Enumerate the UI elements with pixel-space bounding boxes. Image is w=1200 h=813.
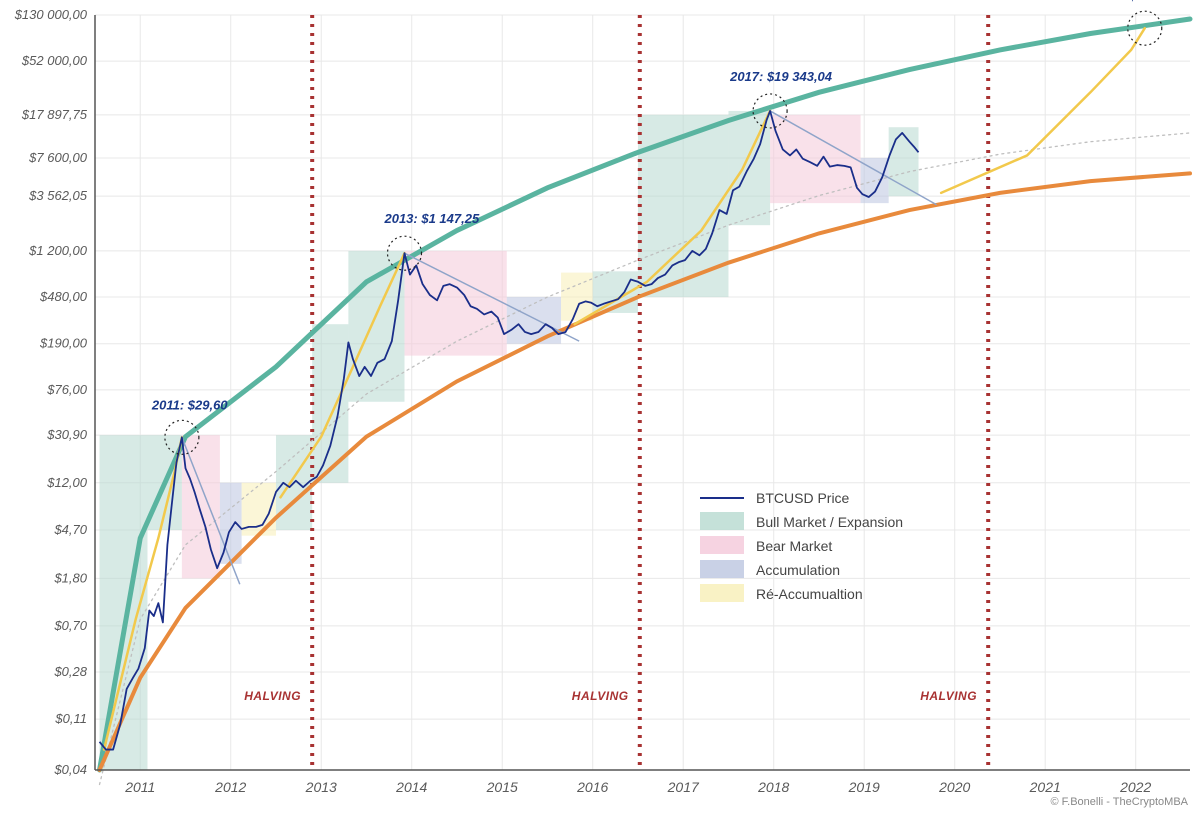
y-tick-label: $0,04 — [53, 762, 87, 777]
y-tick-label: $17 897,75 — [21, 107, 88, 122]
y-tick-label: $7 600,00 — [28, 150, 88, 165]
x-tick-label: 2012 — [214, 779, 246, 795]
x-tick-label: 2014 — [395, 779, 427, 795]
x-tick-label: 2011 — [124, 779, 155, 795]
legend-label: Accumulation — [756, 562, 840, 578]
peak-label: $100 000 — [1129, 0, 1185, 3]
y-tick-label: $12,00 — [46, 475, 88, 490]
halving-label: HALVING — [244, 689, 301, 703]
legend-label: BTCUSD Price — [756, 490, 850, 506]
x-tick-label: 2018 — [757, 779, 789, 795]
x-tick-label: 2013 — [305, 779, 337, 795]
x-tick-label: 2020 — [938, 779, 970, 795]
legend-label: Bull Market / Expansion — [756, 514, 903, 530]
phase-band-bear — [770, 115, 860, 203]
halving-label: HALVING — [572, 689, 629, 703]
y-tick-label: $52 000,00 — [21, 53, 88, 68]
phase-band-bear — [404, 251, 506, 356]
y-tick-label: $130 000,00 — [14, 7, 88, 22]
x-tick-label: 2022 — [1119, 779, 1151, 795]
y-tick-label: $76,00 — [46, 382, 88, 397]
x-tick-label: 2019 — [848, 779, 880, 795]
btc-log-chart: $0,04 $0,11 $0,28 $0,70 $1,80 $4,70 $12,00 $30,… — [0, 0, 1200, 813]
y-tick-label: $1 200,00 — [28, 243, 88, 258]
phase-band-reaccum — [561, 273, 593, 321]
peak-label: 2011: $29,60 — [151, 397, 228, 412]
x-tick-label: 2017 — [667, 779, 700, 795]
y-tick-label: $190,00 — [39, 336, 88, 351]
phase-band-accum — [507, 297, 561, 344]
peak-label: 2017: $19 343,04 — [729, 69, 833, 84]
halving-label: HALVING — [920, 689, 977, 703]
legend-label: Ré-Accumualtion — [756, 586, 863, 602]
y-tick-label: $3 562,05 — [28, 188, 88, 203]
legend-label: Bear Market — [756, 538, 832, 554]
x-tick-label: 2016 — [576, 779, 608, 795]
x-tick-label: 2015 — [486, 779, 518, 795]
y-tick-label: $0,11 — [54, 711, 87, 726]
y-tick-label: $0,28 — [53, 664, 87, 679]
chart-container: $0,04 $0,11 $0,28 $0,70 $1,80 $4,70 $12,00 $30,… — [0, 0, 1200, 813]
y-tick-label: $4,70 — [53, 522, 87, 537]
peak-label: 2013: $1 147,25 — [383, 211, 479, 226]
y-tick-label: $30,90 — [46, 427, 88, 442]
y-tick-label: $0,70 — [53, 618, 87, 633]
y-tick-label: $480,00 — [39, 289, 88, 304]
y-tick-label: $1,80 — [53, 570, 87, 585]
chart-credit: © F.Bonelli - TheCryptoMBA — [1050, 796, 1188, 808]
x-tick-label: 2021 — [1029, 779, 1061, 795]
